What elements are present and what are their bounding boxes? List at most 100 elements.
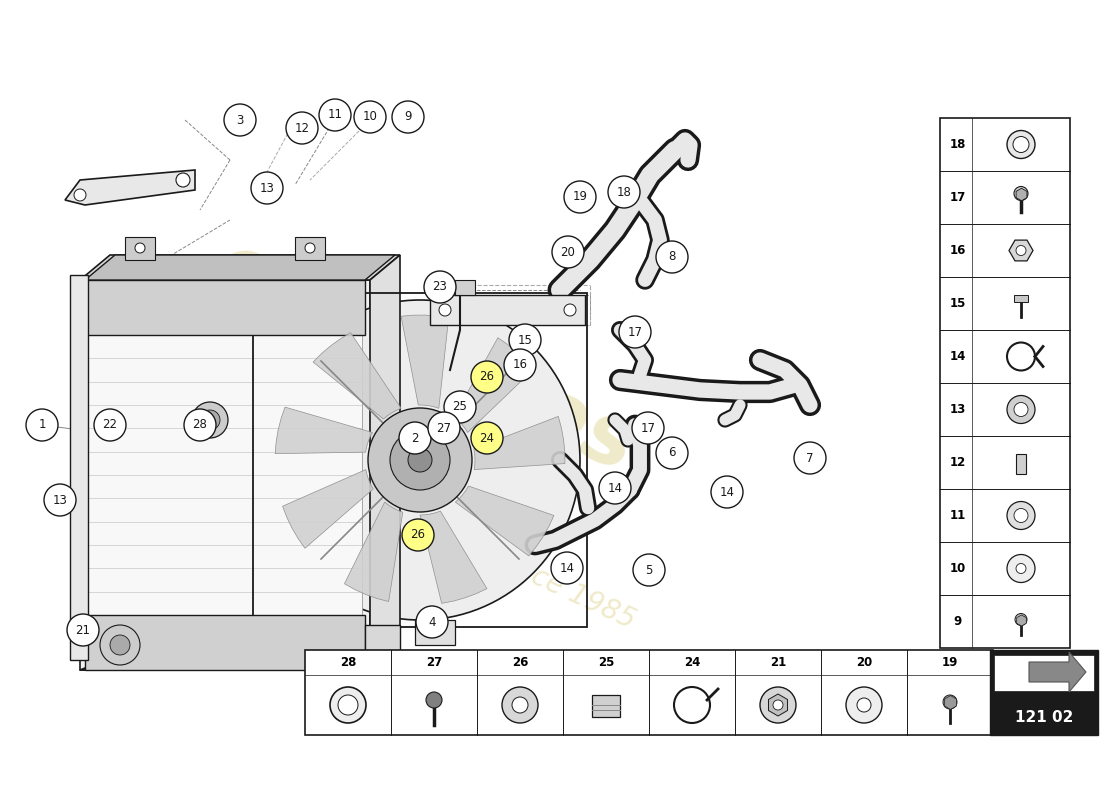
Text: 13: 13 <box>53 494 67 506</box>
Circle shape <box>600 472 631 504</box>
Circle shape <box>857 698 871 712</box>
Text: 18: 18 <box>949 138 966 151</box>
Circle shape <box>1013 137 1028 153</box>
Text: 11: 11 <box>950 509 966 522</box>
Polygon shape <box>402 315 449 408</box>
Text: 6: 6 <box>669 446 675 459</box>
Circle shape <box>184 409 216 441</box>
Bar <box>592 695 620 717</box>
Circle shape <box>551 552 583 584</box>
Circle shape <box>656 437 688 469</box>
Text: 12: 12 <box>950 456 966 469</box>
Polygon shape <box>85 280 365 335</box>
Circle shape <box>564 304 576 316</box>
Text: 26: 26 <box>512 657 528 670</box>
Circle shape <box>1014 186 1028 201</box>
Text: 15: 15 <box>518 334 532 346</box>
Circle shape <box>1006 395 1035 423</box>
Polygon shape <box>474 416 565 470</box>
Bar <box>305 650 993 735</box>
Text: 17: 17 <box>627 326 642 338</box>
Polygon shape <box>344 502 403 602</box>
Text: since 1985: since 1985 <box>490 546 639 634</box>
Text: 25: 25 <box>597 657 614 670</box>
Circle shape <box>100 625 140 665</box>
Circle shape <box>444 391 476 423</box>
Text: 21: 21 <box>770 657 786 670</box>
Polygon shape <box>769 694 788 716</box>
Circle shape <box>408 448 432 472</box>
Circle shape <box>319 99 351 131</box>
Text: for parts: for parts <box>280 478 399 553</box>
Circle shape <box>1016 246 1026 255</box>
Polygon shape <box>85 255 395 280</box>
Circle shape <box>632 412 664 444</box>
Text: 12: 12 <box>295 122 309 134</box>
Text: 16: 16 <box>513 358 528 371</box>
Text: 7: 7 <box>806 451 814 465</box>
Polygon shape <box>365 625 400 665</box>
Circle shape <box>416 606 448 638</box>
Circle shape <box>426 692 442 708</box>
Text: a passion: a passion <box>90 399 221 481</box>
Circle shape <box>251 172 283 204</box>
Polygon shape <box>455 486 554 556</box>
Text: 1: 1 <box>39 418 46 431</box>
Text: 17: 17 <box>640 422 656 434</box>
Circle shape <box>286 112 318 144</box>
Text: 19: 19 <box>572 190 587 203</box>
Polygon shape <box>1028 652 1086 692</box>
Text: 26: 26 <box>480 370 495 383</box>
Bar <box>70 275 88 660</box>
Polygon shape <box>420 511 487 603</box>
Circle shape <box>399 422 431 454</box>
Bar <box>455 280 475 295</box>
Circle shape <box>1006 554 1035 582</box>
Circle shape <box>135 243 145 253</box>
Text: 24: 24 <box>684 657 701 670</box>
Text: 15: 15 <box>949 297 966 310</box>
Text: 16: 16 <box>949 244 966 257</box>
Bar <box>430 295 585 325</box>
Text: 25: 25 <box>452 401 468 414</box>
Circle shape <box>354 101 386 133</box>
Polygon shape <box>125 237 155 260</box>
Bar <box>1016 454 1026 474</box>
Polygon shape <box>454 338 534 433</box>
Text: euro: euro <box>200 226 436 394</box>
Bar <box>1014 294 1028 302</box>
Text: 27: 27 <box>426 657 442 670</box>
Text: 24: 24 <box>480 431 495 445</box>
Text: 13: 13 <box>950 403 966 416</box>
Bar <box>415 620 455 645</box>
Polygon shape <box>85 615 365 670</box>
Bar <box>940 118 1070 648</box>
Circle shape <box>564 181 596 213</box>
Circle shape <box>608 176 640 208</box>
Circle shape <box>44 484 76 516</box>
Circle shape <box>502 687 538 723</box>
Polygon shape <box>65 170 195 205</box>
Circle shape <box>390 430 450 490</box>
Text: 18: 18 <box>617 186 631 198</box>
Text: 10: 10 <box>363 110 377 123</box>
Text: 27: 27 <box>437 422 451 434</box>
Circle shape <box>1006 502 1035 530</box>
Text: 4: 4 <box>428 615 436 629</box>
Circle shape <box>512 697 528 713</box>
Polygon shape <box>1009 240 1033 261</box>
Text: 28: 28 <box>192 418 208 431</box>
Text: 26: 26 <box>410 529 426 542</box>
Circle shape <box>26 409 58 441</box>
Circle shape <box>773 700 783 710</box>
Text: 17: 17 <box>950 191 966 204</box>
Text: 21: 21 <box>76 623 90 637</box>
Circle shape <box>392 101 424 133</box>
Circle shape <box>330 687 366 723</box>
Circle shape <box>424 271 456 303</box>
Text: 8: 8 <box>669 250 675 263</box>
Circle shape <box>428 412 460 444</box>
Circle shape <box>368 408 472 512</box>
Circle shape <box>74 189 86 201</box>
Text: 11: 11 <box>328 109 342 122</box>
